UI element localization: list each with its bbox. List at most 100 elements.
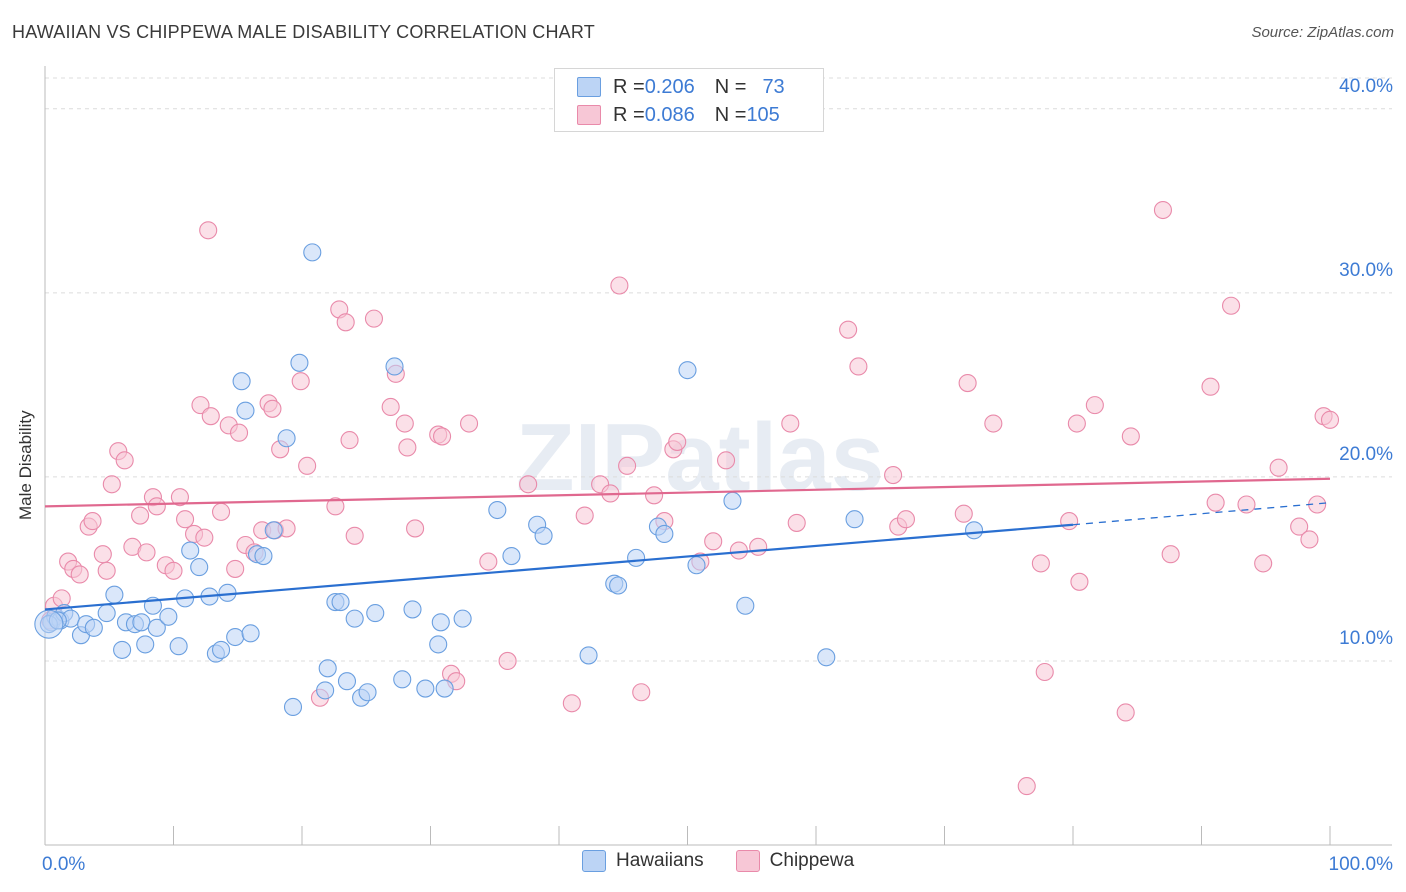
- hawaiians-point: [965, 521, 984, 540]
- chippewa-point: [781, 414, 800, 433]
- hawaiians-point: [678, 361, 697, 380]
- hawaiians-point: [687, 556, 706, 575]
- hawaiians-trend-extension: [1072, 502, 1331, 526]
- chippewa-point: [839, 320, 858, 339]
- chippewa-point: [1320, 410, 1340, 429]
- n-label: N =: [714, 75, 747, 98]
- hawaiians-point: [385, 357, 404, 376]
- chippewa-point: [336, 313, 355, 332]
- hawaiians-point: [345, 609, 364, 628]
- chippewa-point: [1085, 396, 1104, 415]
- stats-row-chippewa: R = 0.086 N = 105: [577, 103, 780, 127]
- hawaiians-point: [303, 243, 322, 262]
- hawaiians-point: [277, 429, 296, 448]
- stats-row-hawaiians: R = 0.206 N = 73: [577, 75, 785, 99]
- x-tick-label-min: 0.0%: [42, 854, 85, 875]
- hawaiians-point: [113, 640, 132, 659]
- chippewa-point: [729, 541, 748, 560]
- hawaiians-point: [232, 372, 251, 391]
- hawaiians-point: [318, 659, 337, 678]
- hawaiians-point: [159, 607, 178, 626]
- n-value: 73: [762, 75, 785, 98]
- chippewa-point: [137, 543, 156, 562]
- chippewa-point: [787, 513, 806, 532]
- y-tick-label: 20.0%: [1339, 444, 1393, 465]
- hawaiians-point: [241, 624, 260, 643]
- chippewa-point: [1060, 512, 1079, 531]
- hawaiians-point: [136, 635, 155, 654]
- n-value: 105: [746, 103, 780, 126]
- hawaiians-point: [169, 637, 188, 656]
- hawaiians-point: [236, 401, 255, 420]
- hawaiians-point: [181, 541, 200, 560]
- chippewa-point: [1067, 414, 1086, 433]
- hawaiians-point: [435, 679, 454, 698]
- hawaiians-point: [817, 648, 836, 667]
- chippewa-point: [326, 497, 345, 516]
- chippewa-point: [381, 397, 400, 417]
- chippewa-point: [1035, 662, 1054, 682]
- chippewa-point: [176, 510, 195, 529]
- hawaiians-point: [97, 604, 116, 623]
- chippewa-point: [668, 432, 687, 451]
- chippewa-point: [97, 561, 116, 580]
- chippewa-point: [1237, 495, 1256, 514]
- chippewa-point: [896, 510, 916, 529]
- chippewa-point: [195, 528, 214, 547]
- chippewa-point: [340, 431, 359, 450]
- chippewa-point: [191, 396, 210, 415]
- hawaiians-point: [845, 510, 864, 529]
- chippewa-point: [298, 456, 317, 475]
- y-axis-label: Male Disability: [16, 410, 35, 520]
- hawaiians-point: [579, 646, 598, 665]
- chippewa-point: [749, 537, 768, 556]
- x-tick-label-max: 100.0%: [1329, 854, 1394, 875]
- chippewa-point: [115, 451, 134, 470]
- chippewa-point: [83, 512, 102, 531]
- chippewa-point: [201, 407, 220, 426]
- hawaiians-point: [366, 604, 385, 623]
- chippewa-point: [984, 414, 1003, 433]
- chippewa-point: [1121, 427, 1140, 446]
- chippewa-point: [1206, 493, 1225, 512]
- hawaiians-point: [358, 683, 377, 702]
- chippewa-point: [170, 488, 189, 507]
- hawaiians-point: [84, 618, 103, 637]
- chippewa-point: [406, 519, 425, 538]
- hawaiians-point: [331, 593, 350, 612]
- legend-hawaiians-swatch: [582, 850, 606, 872]
- chippewa-point: [70, 565, 89, 584]
- hawaiians-swatch: [577, 77, 601, 97]
- chippewa-point: [632, 683, 651, 702]
- hawaiians-point: [283, 697, 303, 717]
- chippewa-point: [575, 506, 594, 525]
- chippewa-point: [519, 475, 538, 494]
- chippewa-point: [1222, 296, 1241, 315]
- y-tick-label: 10.0%: [1339, 628, 1393, 649]
- chippewa-point: [263, 399, 282, 418]
- chippewa-point: [1153, 200, 1172, 220]
- r-value: 0.206: [644, 75, 695, 98]
- chippewa-point: [398, 438, 417, 457]
- chippewa-swatch: [577, 105, 601, 125]
- hawaiians-point: [502, 546, 521, 566]
- hawaiians-point: [316, 681, 335, 700]
- chippewa-point: [291, 372, 310, 391]
- hawaiians-point: [431, 613, 450, 632]
- hawaiians-point: [290, 353, 309, 372]
- hawaiians-point: [609, 576, 628, 595]
- chippewa-point: [1031, 554, 1050, 573]
- hawaiians-point: [226, 627, 245, 647]
- chippewa-point: [199, 221, 218, 240]
- hawaiians-point: [655, 524, 674, 544]
- hawaiians-point: [132, 613, 151, 632]
- series-legend: Hawaiians Chippewa: [582, 850, 854, 872]
- chippewa-point: [102, 475, 121, 494]
- y-tick-label: 30.0%: [1339, 260, 1393, 281]
- hawaiians-point: [453, 609, 472, 628]
- chippewa-point: [131, 506, 150, 525]
- chippewa-point: [610, 276, 629, 295]
- chippewa-point: [364, 309, 384, 328]
- chart-title: HAWAIIAN VS CHIPPEWA MALE DISABILITY COR…: [12, 22, 595, 42]
